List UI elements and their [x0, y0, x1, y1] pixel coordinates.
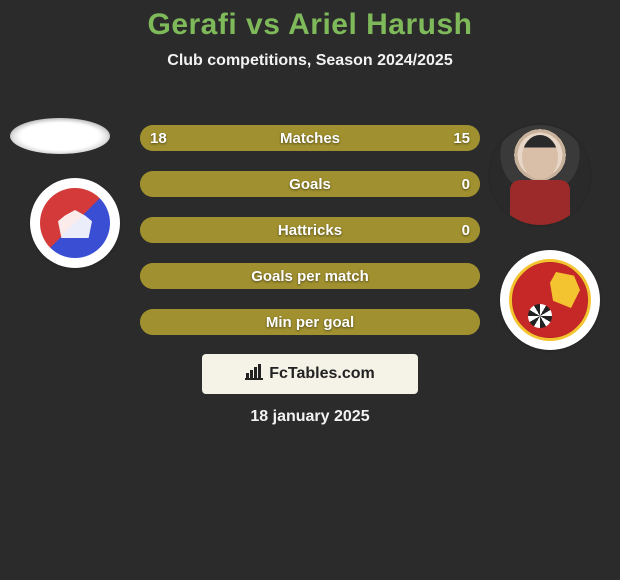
stat-row: Min per goal [140, 309, 480, 335]
stat-value-right [460, 263, 480, 289]
page-title: Gerafi vs Ariel Harush [0, 0, 620, 42]
stat-label: Min per goal [140, 309, 480, 335]
stat-label: Hattricks [140, 217, 480, 243]
brand-text: FcTables.com [269, 365, 375, 383]
stat-value-right: 0 [452, 171, 480, 197]
stat-row: Goals per match [140, 263, 480, 289]
stat-row: Matches18 15 [140, 125, 480, 151]
stats-bars: Matches1815Goals0Hattricks0Goals per mat… [140, 125, 480, 355]
player-left-avatar [10, 118, 110, 154]
page-subtitle: Club competitions, Season 2024/2025 [0, 52, 620, 70]
stat-label: Goals per match [140, 263, 480, 289]
player-right-club-badge [500, 250, 600, 350]
stat-value-left [140, 217, 160, 243]
stat-value-left [140, 309, 160, 335]
stat-label: Matches [140, 125, 480, 151]
stat-row: Hattricks0 [140, 217, 480, 243]
stat-value-right: 15 [443, 125, 480, 151]
stat-value-left [140, 263, 160, 289]
stat-row: Goals0 [140, 171, 480, 197]
stat-value-right: 0 [452, 217, 480, 243]
player-left-club-badge [30, 178, 120, 268]
chart-icon [245, 364, 263, 385]
stat-value-left [140, 171, 160, 197]
stat-label: Goals [140, 171, 480, 197]
brand-box: FcTables.com [202, 354, 418, 394]
stat-value-left: 18 [140, 125, 177, 151]
stat-value-right [460, 309, 480, 335]
footer-date: 18 january 2025 [0, 408, 620, 426]
player-right-avatar [490, 125, 590, 225]
